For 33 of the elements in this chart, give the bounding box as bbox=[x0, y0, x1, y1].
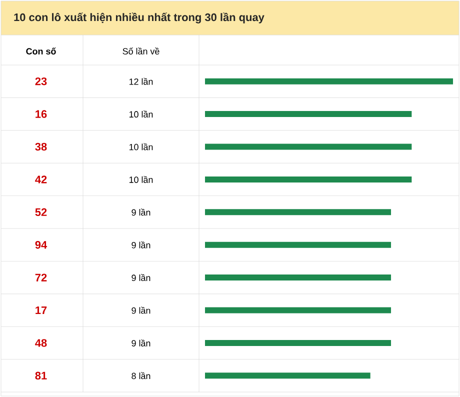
bar bbox=[205, 176, 412, 182]
y-tick-label: 16 bbox=[36, 110, 47, 118]
data-label: 10 lần bbox=[129, 110, 153, 118]
bar bbox=[205, 209, 392, 216]
bar bbox=[205, 78, 454, 84]
y-tick-label: 94 bbox=[35, 240, 48, 249]
data-label: 10 lần bbox=[129, 176, 153, 183]
chart-title: 10 con lô xuất hiện nhiều nhất trong 30 lần quay bbox=[14, 12, 264, 24]
y-tick-label: 52 bbox=[35, 208, 47, 216]
x-axis-title: Số lần về bbox=[122, 48, 160, 54]
y-tick-label: 42 bbox=[35, 176, 47, 184]
bar bbox=[205, 372, 370, 379]
y-tick-label: 17 bbox=[36, 306, 47, 314]
y-tick-label: 38 bbox=[35, 142, 47, 151]
data-label: 9 lần bbox=[132, 306, 150, 314]
data-label: 9 lần bbox=[132, 208, 150, 216]
bar bbox=[205, 144, 412, 150]
y-axis-title: Con số bbox=[26, 48, 56, 54]
y-tick-label: 23 bbox=[35, 77, 47, 86]
bar bbox=[205, 340, 392, 346]
bar bbox=[205, 242, 392, 248]
bar bbox=[205, 274, 392, 281]
data-label: 8 lần bbox=[132, 372, 150, 380]
bar bbox=[205, 111, 412, 118]
bar bbox=[205, 307, 392, 314]
data-label: 10 lần bbox=[129, 143, 153, 150]
data-label: 9 lần bbox=[132, 274, 150, 282]
y-tick-label: 48 bbox=[35, 339, 47, 347]
data-label: 9 lần bbox=[132, 339, 150, 346]
y-tick-label: 72 bbox=[35, 274, 47, 282]
data-label: 12 lần bbox=[129, 78, 153, 85]
data-label: 9 lần bbox=[132, 241, 150, 248]
y-tick-label: 81 bbox=[35, 372, 47, 380]
